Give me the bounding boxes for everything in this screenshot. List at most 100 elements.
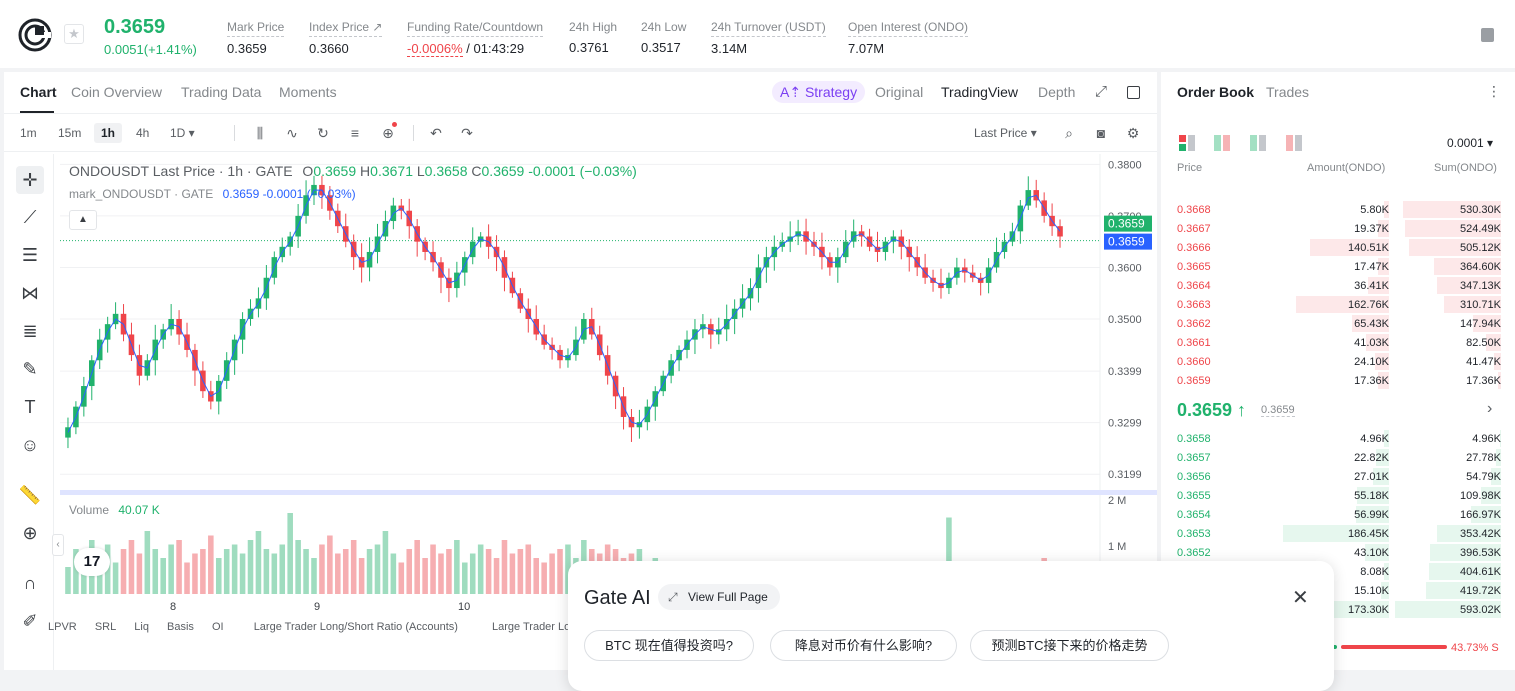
more-options-icon[interactable]: ⋮	[1487, 83, 1501, 99]
price-type-dropdown[interactable]: Last Price ▾	[974, 126, 1037, 140]
interval-1m[interactable]: 1m	[20, 126, 37, 140]
ask-row[interactable]: 0.3664 36.41K 347.13K	[1161, 276, 1515, 295]
indicator-basis[interactable]: Basis	[167, 621, 194, 633]
ask-row[interactable]: 0.3663 162.76K 310.71K	[1161, 295, 1515, 314]
suggestion-chip[interactable]: 预测BTC接下来的价格走势	[970, 630, 1169, 661]
close-icon[interactable]: ✕	[1292, 587, 1309, 609]
crosshair-icon[interactable]: ✛	[16, 166, 44, 194]
expand-icon[interactable]: ⤢	[1094, 83, 1107, 100]
volume-bar	[168, 544, 174, 594]
ask-row[interactable]: 0.3662 65.43K 147.94K	[1161, 314, 1515, 333]
strategy-button[interactable]: A⇡ Strategy	[772, 81, 866, 103]
horizontal-lines-icon[interactable]: ☰	[21, 245, 39, 265]
interval-4h[interactable]: 4h	[136, 126, 150, 140]
brush-icon[interactable]: ✎	[22, 359, 38, 379]
gate-logo-icon[interactable]	[18, 18, 52, 52]
chart-tabs: Chart Coin Overview Trading Data Moments…	[4, 72, 1157, 114]
indicator-large-trader-accounts[interactable]: Large Trader Long/Short Ratio (Accounts)	[253, 621, 458, 633]
bid-row[interactable]: 0.3655 55.18K 109.98K	[1161, 486, 1515, 505]
refresh-icon[interactable]: ↻	[317, 125, 329, 141]
ask-row[interactable]: 0.3660 24.10K 41.47K	[1161, 352, 1515, 371]
scroll-left-icon[interactable]: ‹	[52, 534, 64, 556]
bid-row[interactable]: 0.3657 22.82K 27.78K	[1161, 448, 1515, 467]
stat-label[interactable]: Open Interest (ONDO)	[848, 20, 969, 37]
tradingview-logo[interactable]: 17	[74, 548, 110, 576]
magnet-icon[interactable]: ∩	[23, 573, 37, 593]
ask-row[interactable]: 0.3665 17.47K 364.60K	[1161, 257, 1515, 276]
bid-row[interactable]: 15.10K 419.72K	[1161, 581, 1515, 600]
pattern-icon[interactable]: ⋈	[21, 283, 39, 303]
ask-row[interactable]: 0.3659 17.36K 17.36K	[1161, 371, 1515, 390]
last-price-tag	[1104, 215, 1152, 232]
trend-line-icon[interactable]: ⟋	[23, 207, 37, 227]
bid-row[interactable]: 0.3658 4.96K 4.96K	[1161, 429, 1515, 448]
layout-split-icon[interactable]	[1214, 135, 1230, 151]
ask-row[interactable]: 0.3668 5.80K 530.30K	[1161, 200, 1515, 219]
layout-bids-icon[interactable]	[1250, 135, 1266, 151]
add-indicator-icon[interactable]: ⊕	[379, 122, 397, 142]
bid-row[interactable]: 0.3656 27.01K 54.79K	[1161, 467, 1515, 486]
tab-order-book[interactable]: Order Book	[1177, 84, 1255, 100]
ruler-icon[interactable]: 📏	[18, 485, 42, 505]
stat-value: -0.0006% / 01:43:29	[407, 41, 543, 57]
row-amount: 24.10K	[1354, 356, 1389, 368]
ask-row[interactable]: 0.3666 140.51K 505.12K	[1161, 238, 1515, 257]
tab-trading-data[interactable]: Trading Data	[181, 84, 262, 100]
settings-gear-icon[interactable]: ⚙	[1126, 125, 1140, 141]
undo-icon[interactable]: ↶	[430, 125, 442, 141]
layout-asks-icon[interactable]	[1286, 135, 1302, 151]
depth-bar	[1443, 296, 1501, 313]
zoom-in-icon[interactable]: ⊕	[22, 523, 38, 543]
text-tool-icon[interactable]: T	[24, 397, 36, 417]
candle-type-icon[interactable]: ⫼	[256, 125, 264, 141]
indicator-srl[interactable]: SRL	[94, 621, 117, 633]
stat-label[interactable]: Funding Rate/Countdown	[407, 20, 544, 37]
lock-drawing-icon[interactable]: ✐	[22, 611, 38, 631]
interval-15m[interactable]: 15m	[58, 126, 82, 140]
view-full-page-button[interactable]: ⤢ View Full Page	[658, 584, 780, 610]
interval-1d-dropdown[interactable]: 1D ▾	[170, 126, 195, 140]
bid-row[interactable]: 8.08K 404.61K	[1161, 562, 1515, 581]
tab-coin-overview[interactable]: Coin Overview	[71, 84, 163, 100]
row-amount: 8.08K	[1360, 566, 1389, 578]
tab-trades[interactable]: Trades	[1266, 84, 1310, 100]
legend-ohlc: O0.3659 H0.3671 L0.3658 C0.3659 -0.0001 …	[302, 163, 636, 179]
stat-label[interactable]: 24h Turnover (USDT)	[711, 20, 826, 37]
chevron-right-icon[interactable]: ›	[1487, 400, 1493, 417]
bid-row[interactable]: 0.3652 43.10K 396.53K	[1161, 543, 1515, 562]
search-icon[interactable]: ⌕	[1065, 125, 1073, 141]
template-icon[interactable]: ≡	[350, 125, 360, 141]
indicator-liq[interactable]: Liq	[134, 621, 149, 633]
book-icon[interactable]	[1481, 28, 1494, 42]
window-icon[interactable]	[1127, 86, 1140, 99]
collapse-legend-button[interactable]: ▲	[69, 210, 97, 230]
ask-row[interactable]: 0.3667 19.37K 524.49K	[1161, 219, 1515, 238]
indicator-oi[interactable]: OI	[212, 621, 224, 633]
fib-icon[interactable]: ≣	[22, 321, 38, 341]
ask-row[interactable]: 0.3661 41.03K 82.50K	[1161, 333, 1515, 352]
row-sum: 419.72K	[1460, 585, 1501, 597]
interval-1h[interactable]: 1h	[94, 123, 123, 143]
stat-label[interactable]: Mark Price	[227, 20, 285, 37]
view-depth[interactable]: Depth	[1038, 84, 1076, 100]
indicator-lpvr[interactable]: LPVR	[48, 621, 77, 633]
stat-label[interactable]: Index Price ↗	[309, 20, 383, 37]
tab-moments[interactable]: Moments	[279, 84, 337, 100]
bid-row[interactable]: 0.3654 56.99K 166.97K	[1161, 505, 1515, 524]
camera-icon[interactable]: ◙	[1096, 125, 1106, 141]
view-tradingview[interactable]: TradingView	[941, 84, 1019, 100]
emoji-icon[interactable]: ☺	[20, 435, 40, 455]
layout-both-icon[interactable]	[1179, 135, 1195, 151]
view-original[interactable]: Original	[875, 84, 924, 100]
precision-dropdown[interactable]: 0.0001 ▾	[1447, 136, 1494, 150]
suggestion-chip[interactable]: BTC 现在值得投资吗?	[584, 630, 754, 661]
tab-chart[interactable]: Chart	[20, 84, 57, 100]
candle-body	[1057, 226, 1063, 237]
bid-row[interactable]: 0.3653 186.45K 353.42K	[1161, 524, 1515, 543]
redo-icon[interactable]: ↷	[461, 125, 473, 141]
header-amount: Amount(ONDO)	[1307, 162, 1386, 174]
depth-bar	[1404, 220, 1501, 237]
indicators-icon[interactable]: ∿	[286, 125, 298, 141]
suggestion-chip[interactable]: 降息对币价有什么影响?	[770, 630, 957, 661]
favorite-star-icon[interactable]: ★	[64, 24, 84, 44]
